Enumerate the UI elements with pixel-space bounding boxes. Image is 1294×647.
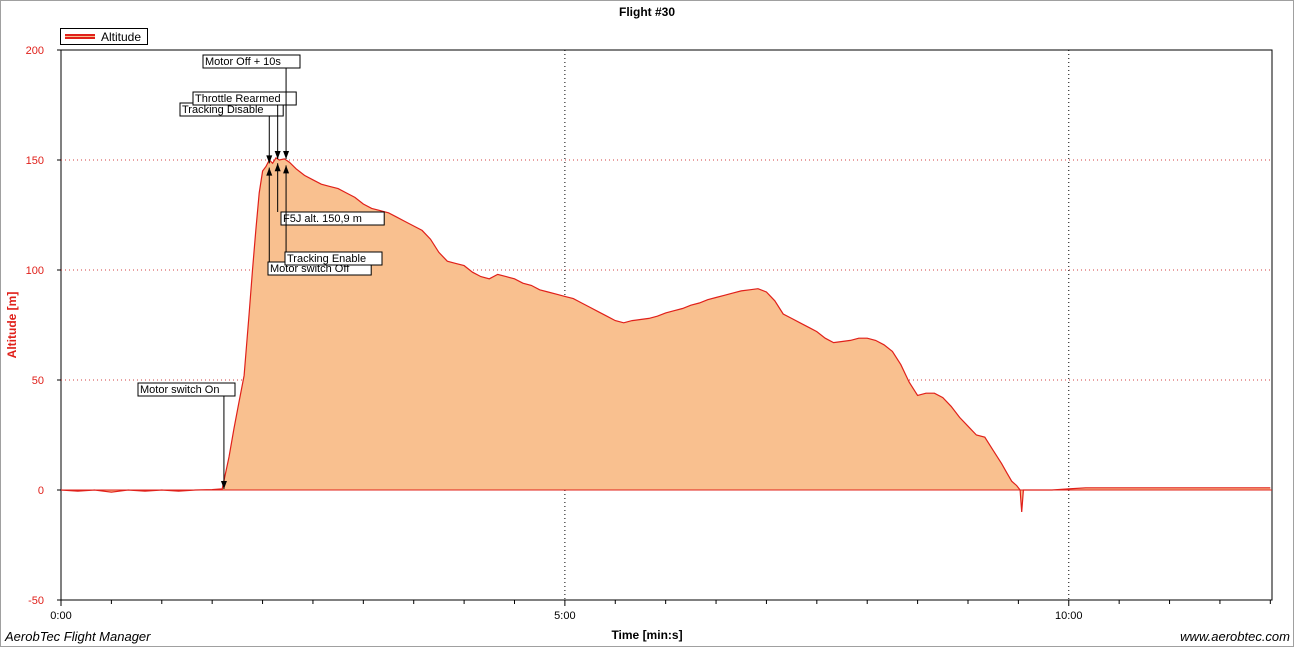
annotation-box — [280, 211, 385, 226]
legend-label: Altitude — [101, 29, 142, 44]
x-tick-label: 0:00 — [50, 610, 71, 622]
annotation-arrowhead — [274, 163, 281, 172]
y-tick-label: 150 — [26, 155, 44, 167]
annotation-arrowhead — [266, 155, 273, 164]
annotation-label: Throttle Rearmed — [195, 93, 281, 105]
app-name-footer: AerobTec Flight Manager — [5, 629, 151, 644]
y-tick-label: -50 — [28, 595, 44, 607]
x-tick-label: 10:00 — [1055, 610, 1083, 622]
x-tick-label: 5:00 — [554, 610, 575, 622]
website-footer: www.aerobtec.com — [1180, 629, 1290, 644]
y-tick-label: 0 — [38, 485, 44, 497]
annotation-box — [284, 251, 383, 266]
annotation-box — [192, 91, 297, 106]
x-axis-label: Time [min:s] — [611, 628, 683, 642]
annotation-arrowhead — [274, 151, 281, 159]
annotation-arrowhead — [266, 167, 273, 176]
legend-swatch — [65, 34, 95, 39]
annotation-label: Tracking Disable — [182, 104, 264, 116]
annotation-label: Tracking Enable — [287, 253, 366, 265]
annotation-label: Motor switch On — [140, 384, 219, 396]
annotation-label: F5J alt. 150,9 m — [283, 213, 362, 225]
altitude-line — [60, 156, 1271, 513]
annotation-label: Motor Off + 10s — [205, 56, 281, 68]
y-tick-label: 100 — [26, 265, 44, 277]
altitude-area — [61, 157, 1271, 513]
annotation-box — [137, 382, 236, 397]
y-tick-label: 200 — [26, 45, 44, 57]
legend: Altitude — [60, 28, 149, 45]
annotation-arrowhead — [220, 481, 227, 489]
annotation-box — [202, 54, 301, 69]
y-tick-label: 50 — [32, 375, 44, 387]
annotation-arrowhead — [283, 165, 290, 174]
annotation-label: Motor switch Off — [270, 263, 350, 275]
annotation-arrowhead — [283, 151, 290, 159]
chart-title: Flight #30 — [618, 5, 675, 19]
